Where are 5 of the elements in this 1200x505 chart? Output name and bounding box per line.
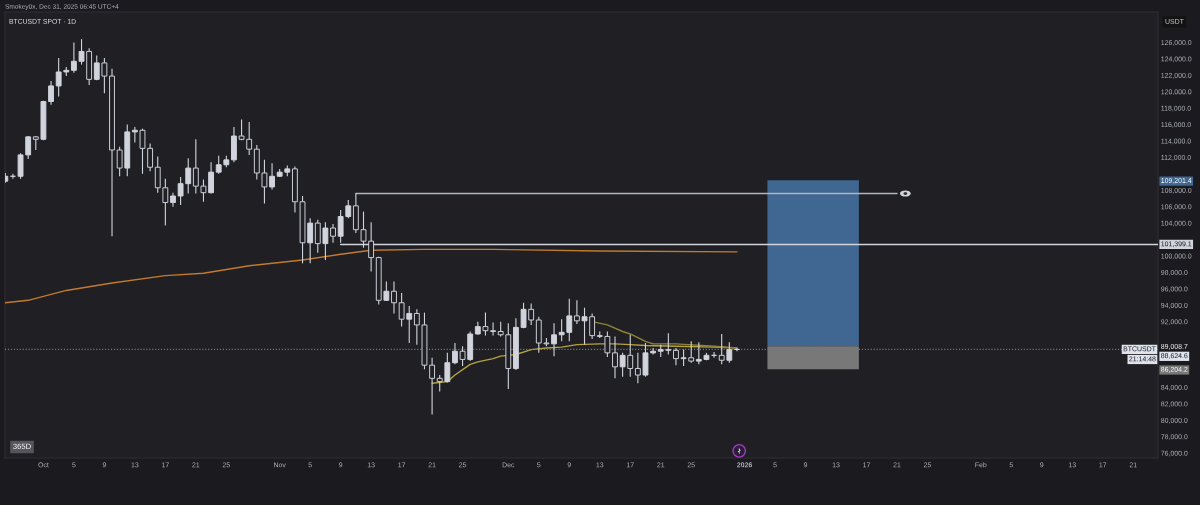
candlestick — [391, 280, 397, 314]
line-series — [431, 343, 738, 384]
candlestick — [612, 335, 618, 379]
candlestick — [330, 223, 336, 244]
candlestick — [734, 347, 740, 352]
